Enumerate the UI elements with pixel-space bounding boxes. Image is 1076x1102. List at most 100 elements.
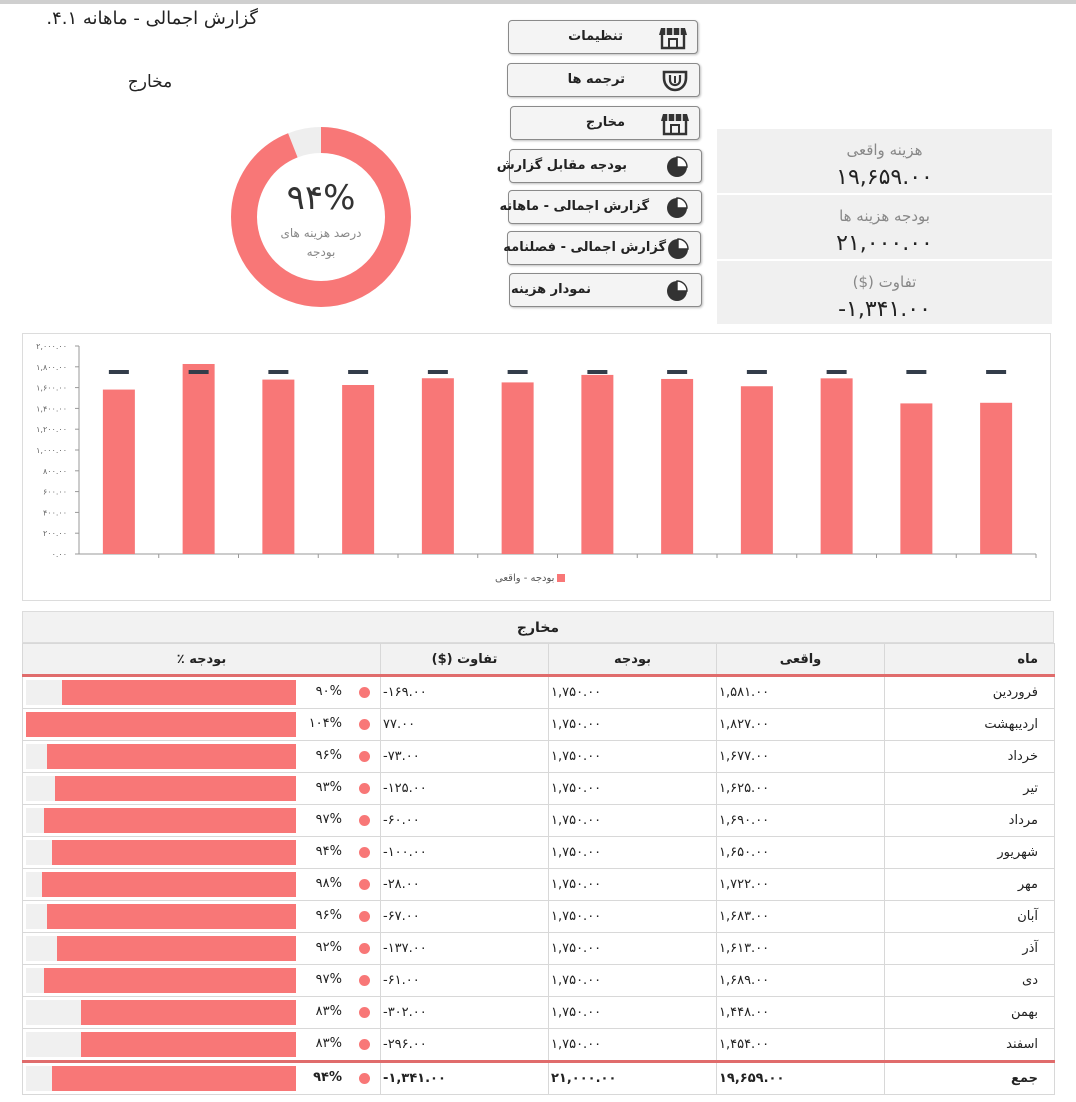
status-dot <box>359 719 370 730</box>
kpi-budget-value: ۲۱,۰۰۰.۰۰ <box>836 231 933 256</box>
kpi-actual: هزینه واقعی ۱۹,۶۵۹.۰۰ <box>717 129 1052 193</box>
chart-legend: بودجه - واقعی <box>495 573 566 584</box>
bar-chart-svg: ۰.۰۰ ۲۰۰.۰۰ ۴۰۰.۰۰ ۶۰۰.۰۰ ۸۰۰.۰۰ ۱,۰۰۰.۰۰ ۱,۲۰… <box>36 342 1037 559</box>
status-dot <box>359 879 370 890</box>
status-dot <box>359 1039 370 1050</box>
store-icon <box>661 112 689 136</box>
expense-chart-label: نمودار هزینه <box>510 282 591 297</box>
month-cell: خرداد <box>884 740 1055 773</box>
status-dot <box>359 975 370 986</box>
pct-bar-fill <box>26 712 296 737</box>
actual-cell: ۱,۴۵۴.۰۰ <box>716 1028 885 1062</box>
kpi-actual-label: هزینه واقعی <box>846 141 923 159</box>
budget-cell: ۱,۷۵۰.۰۰ <box>548 900 717 933</box>
quarterly-summary-button[interactable]: گزارش اجمالی - فصلنامه <box>503 231 701 265</box>
y-tick-label: ۱,۶۰۰.۰۰ <box>36 384 67 393</box>
table-row: مرداد ۱,۶۹۰.۰۰ ۱,۷۵۰.۰۰ -۶۰.۰۰ ۹۷% <box>22 804 1055 837</box>
pct-cell: ۹۷% <box>22 964 381 997</box>
table-row: خرداد ۱,۶۷۷.۰۰ ۱,۷۵۰.۰۰ -۷۳.۰۰ ۹۶% <box>22 740 1055 773</box>
actual-cell: ۱,۴۴۸.۰۰ <box>716 996 885 1029</box>
pct-cell: ۹۴% <box>22 836 381 869</box>
pct-bar-track <box>26 776 296 801</box>
bar-actual <box>581 374 614 554</box>
pct-text: ۹۸% <box>315 876 342 891</box>
budget-marker <box>746 370 767 374</box>
month-cell: دی <box>884 964 1055 997</box>
pct-bar-fill <box>46 744 296 769</box>
kpi-divider <box>717 193 1052 195</box>
month-cell: تیر <box>884 772 1055 805</box>
budget-cell: ۱,۷۵۰.۰۰ <box>548 675 717 709</box>
pct-cell: ۹۸% <box>22 868 381 901</box>
actual-cell: ۱,۶۹۰.۰۰ <box>716 804 885 837</box>
bar-actual <box>980 402 1013 554</box>
monthly-summary-button[interactable]: گزارش اجمالی - ماهانه <box>499 190 702 224</box>
header-month: ماه <box>884 643 1055 676</box>
pct-bar-fill <box>46 904 296 929</box>
status-dot <box>359 687 370 698</box>
budget-cell: ۱,۷۵۰.۰۰ <box>548 836 717 869</box>
status-dot <box>359 1007 370 1018</box>
pct-text: ۹۶% <box>315 748 342 763</box>
pct-cell: ۹۷% <box>22 804 381 837</box>
pct-bar-fill <box>41 872 296 897</box>
budget-marker <box>986 370 1007 374</box>
budget-cell: ۲۱,۰۰۰.۰۰ <box>548 1060 717 1095</box>
diff-cell: -۷۳.۰۰ <box>380 740 549 773</box>
table-row: بهمن ۱,۴۴۸.۰۰ ۱,۷۵۰.۰۰ -۳۰۲.۰۰ ۸۳% <box>22 996 1055 1029</box>
bar-actual <box>740 386 773 554</box>
pct-cell: ۹۲% <box>22 932 381 965</box>
diff-cell: -۱۶۹.۰۰ <box>380 675 549 709</box>
pct-cell: ۱۰۴% <box>22 708 381 741</box>
header-actual: واقعی <box>716 643 885 676</box>
budget-marker <box>826 370 847 374</box>
pct-text: ۸۳% <box>315 1036 342 1051</box>
pct-bar-fill <box>44 968 296 993</box>
bar-actual <box>501 382 534 554</box>
budget-marker <box>348 370 369 374</box>
translations-button[interactable]: ترجمه ها <box>507 63 700 97</box>
quarterly-summary-label: گزارش اجمالی - فصلنامه <box>503 240 666 255</box>
kpi-budget: بودجه هزینه ها ۲۱,۰۰۰.۰۰ <box>717 195 1052 259</box>
translations-button-label: ترجمه ها <box>567 72 625 87</box>
pct-cell: ۹۰% <box>22 675 381 709</box>
expenses-grid: ماه واقعی بودجه تفاوت ($) بودجه ٪ فروردی… <box>22 643 1055 1095</box>
pct-bar-track <box>26 712 296 737</box>
month-cell: جمع <box>884 1060 1055 1095</box>
status-dot <box>359 943 370 954</box>
status-dot <box>359 751 370 762</box>
monthly-summary-label: گزارش اجمالی - ماهانه <box>499 199 649 214</box>
budget-marker <box>427 370 448 374</box>
monthly-bar-chart: ۰.۰۰ ۲۰۰.۰۰ ۴۰۰.۰۰ ۶۰۰.۰۰ ۸۰۰.۰۰ ۱,۰۰۰.۰۰ ۱,۲۰… <box>22 333 1051 601</box>
budget-vs-report-button[interactable]: بودجه مقابل گزارش <box>497 149 702 183</box>
status-dot <box>359 911 370 922</box>
pct-bar-track <box>26 936 296 961</box>
budget-cell: ۱,۷۵۰.۰۰ <box>548 1028 717 1062</box>
settings-button[interactable]: تنظیمات <box>508 20 698 54</box>
table-header-row: ماه واقعی بودجه تفاوت ($) بودجه ٪ <box>22 643 1055 676</box>
table-row: اسفند ۱,۴۵۴.۰۰ ۱,۷۵۰.۰۰ -۲۹۶.۰۰ ۸۳% <box>22 1028 1055 1062</box>
month-cell: مرداد <box>884 804 1055 837</box>
bar-actual <box>900 403 933 554</box>
expenses-button[interactable]: مخارج <box>510 106 700 140</box>
expenses-button-label: مخارج <box>585 115 625 130</box>
expense-chart-button[interactable]: نمودار هزینه <box>509 273 702 307</box>
bar-actual <box>661 378 694 554</box>
pct-text: ۸۳% <box>315 1004 342 1019</box>
budget-cell: ۱,۷۵۰.۰۰ <box>548 868 717 901</box>
kpi-diff-label: تفاوت ($) <box>852 273 917 291</box>
budget-cell: ۱,۷۵۰.۰۰ <box>548 804 717 837</box>
budget-cell: ۱,۷۵۰.۰۰ <box>548 740 717 773</box>
actual-cell: ۱۹,۶۵۹.۰۰ <box>716 1060 885 1095</box>
y-tick-label: ۰.۰۰ <box>52 550 67 559</box>
y-tick-label: ۸۰۰.۰۰ <box>43 467 67 476</box>
y-tick-label: ۱,۰۰۰.۰۰ <box>36 446 67 455</box>
diff-cell: -۱,۳۴۱.۰۰ <box>380 1060 549 1095</box>
pct-text: ۹۳% <box>315 780 342 795</box>
pct-text: ۱۰۴% <box>308 716 342 731</box>
budget-marker <box>906 370 927 374</box>
diff-cell: -۱۰۰.۰۰ <box>380 836 549 869</box>
pct-cell: ۸۳% <box>22 996 381 1029</box>
diff-cell: -۲۹۶.۰۰ <box>380 1028 549 1062</box>
diff-cell: -۳۰۲.۰۰ <box>380 996 549 1029</box>
